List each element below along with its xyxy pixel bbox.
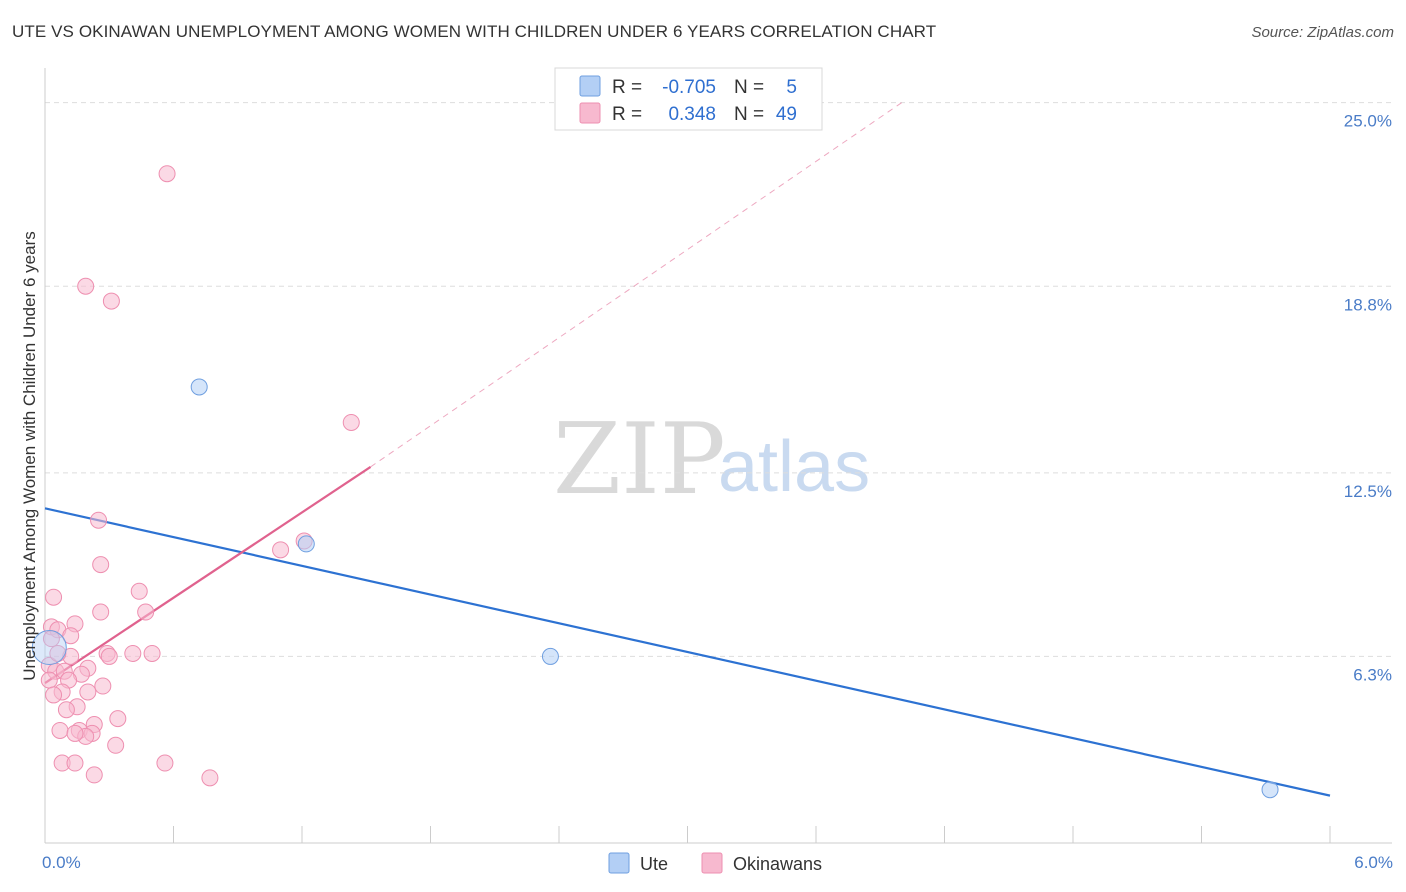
okinawans-point bbox=[109, 710, 127, 728]
okinawans-point bbox=[77, 277, 95, 295]
ute-n-label: N = bbox=[734, 77, 764, 98]
okinawans-point bbox=[62, 627, 80, 645]
okinawans-point bbox=[342, 413, 360, 431]
watermark-atlas: atlas bbox=[718, 427, 870, 507]
data-points bbox=[31, 165, 1279, 799]
okinawans-point bbox=[156, 754, 174, 772]
ute-stats-swatch bbox=[579, 75, 601, 97]
y-tick-label: 25.0% bbox=[1344, 112, 1392, 131]
okinawans-trend-extension bbox=[370, 102, 902, 468]
trend-lines bbox=[44, 102, 1331, 797]
okinawans-trend-line bbox=[44, 465, 372, 685]
ute-trend-line bbox=[44, 507, 1331, 797]
legend-ute-label: Ute bbox=[640, 854, 668, 874]
ute-point bbox=[297, 535, 315, 553]
okinawans-r-label: R = bbox=[612, 104, 642, 125]
okinawans-point bbox=[66, 724, 84, 742]
y-tick-label: 12.5% bbox=[1344, 482, 1392, 501]
okinawans-point bbox=[102, 292, 120, 310]
gridlines bbox=[45, 102, 1392, 657]
y-tick-label: 6.3% bbox=[1353, 665, 1392, 684]
okinawans-point bbox=[272, 541, 290, 559]
okinawans-point bbox=[85, 766, 103, 784]
legend-okinawans-swatch bbox=[701, 852, 723, 874]
chart-title: UTE VS OKINAWAN UNEMPLOYMENT AMONG WOMEN… bbox=[12, 22, 937, 41]
okinawans-point bbox=[92, 556, 110, 574]
okinawans-point bbox=[40, 671, 58, 689]
okinawans-point bbox=[92, 603, 110, 621]
okinawans-point bbox=[45, 588, 63, 606]
ute-r-label: R = bbox=[612, 77, 642, 98]
ute-point bbox=[541, 647, 559, 665]
okinawans-point bbox=[57, 701, 75, 719]
legend-okinawans-label: Okinawans bbox=[733, 854, 822, 874]
x-tick-label: 0.0% bbox=[42, 853, 81, 872]
ute-r-value: -0.705 bbox=[662, 77, 716, 98]
okinawans-point bbox=[130, 582, 148, 600]
okinawans-point bbox=[45, 686, 63, 704]
okinawans-point bbox=[49, 644, 67, 662]
okinawans-point bbox=[201, 769, 219, 787]
legend-ute-swatch bbox=[608, 852, 630, 874]
okinawans-point bbox=[107, 736, 125, 754]
chart-source: Source: ZipAtlas.com bbox=[1251, 24, 1394, 41]
okinawans-point bbox=[158, 165, 176, 183]
okinawans-stats-swatch bbox=[579, 102, 601, 124]
y-axis-label: Unemployment Among Women with Children U… bbox=[20, 231, 39, 680]
ute-n-value: 5 bbox=[786, 77, 797, 98]
legend: Ute Okinawans bbox=[608, 852, 822, 874]
x-tick-labels: 0.0% 6.0% bbox=[42, 853, 1393, 872]
ute-point bbox=[1261, 781, 1279, 799]
x-tick-label: 6.0% bbox=[1354, 853, 1393, 872]
okinawans-n-label: N = bbox=[734, 104, 764, 125]
okinawans-point bbox=[143, 644, 161, 662]
okinawans-point bbox=[94, 677, 112, 695]
watermark: ZIP atlas bbox=[553, 403, 870, 517]
ute-point bbox=[31, 630, 67, 666]
okinawans-point bbox=[66, 754, 84, 772]
okinawans-point bbox=[79, 683, 97, 701]
stats-box: R = -0.705 N = 5 R = 0.348 N = 49 bbox=[554, 67, 823, 131]
okinawans-point bbox=[137, 603, 155, 621]
y-tick-labels: 6.3% 12.5% 18.8% 25.0% bbox=[1344, 112, 1392, 685]
okinawans-point bbox=[124, 644, 142, 662]
watermark-zip: ZIP bbox=[553, 403, 726, 517]
y-tick-label: 18.8% bbox=[1344, 295, 1392, 314]
ute-point bbox=[190, 378, 208, 396]
axes bbox=[44, 68, 1392, 844]
okinawans-point bbox=[51, 721, 69, 739]
okinawans-point bbox=[90, 511, 108, 529]
okinawans-r-value: 0.348 bbox=[668, 104, 716, 125]
okinawans-n-value: 49 bbox=[776, 104, 797, 125]
okinawans-point bbox=[100, 647, 118, 665]
